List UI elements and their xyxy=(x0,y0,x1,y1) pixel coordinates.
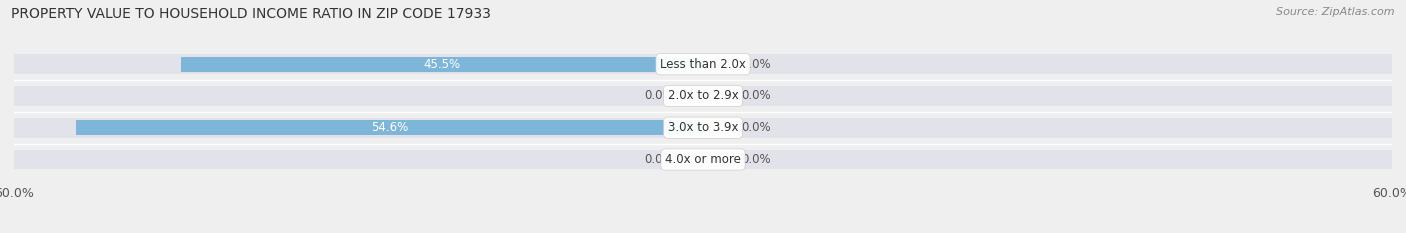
Bar xyxy=(14,86,1392,106)
Text: 0.0%: 0.0% xyxy=(741,89,770,103)
Text: 0.0%: 0.0% xyxy=(741,58,770,71)
Text: 0.0%: 0.0% xyxy=(645,153,675,166)
Bar xyxy=(703,120,731,135)
Text: 0.0%: 0.0% xyxy=(741,121,770,134)
Text: Source: ZipAtlas.com: Source: ZipAtlas.com xyxy=(1277,7,1395,17)
Text: 2.0x to 2.9x: 2.0x to 2.9x xyxy=(668,89,738,103)
Bar xyxy=(14,150,1392,169)
Bar xyxy=(703,152,731,167)
Bar xyxy=(180,57,703,72)
Bar xyxy=(703,89,731,103)
Bar xyxy=(703,57,731,72)
Bar xyxy=(14,118,1392,137)
Bar xyxy=(681,152,703,167)
Text: 0.0%: 0.0% xyxy=(741,153,770,166)
Bar xyxy=(76,120,703,135)
Text: 0.0%: 0.0% xyxy=(645,89,675,103)
Text: 4.0x or more: 4.0x or more xyxy=(665,153,741,166)
Bar xyxy=(14,54,1392,74)
Text: PROPERTY VALUE TO HOUSEHOLD INCOME RATIO IN ZIP CODE 17933: PROPERTY VALUE TO HOUSEHOLD INCOME RATIO… xyxy=(11,7,491,21)
Text: Less than 2.0x: Less than 2.0x xyxy=(659,58,747,71)
Text: 54.6%: 54.6% xyxy=(371,121,408,134)
Text: 45.5%: 45.5% xyxy=(423,58,460,71)
Bar xyxy=(681,89,703,103)
Text: 3.0x to 3.9x: 3.0x to 3.9x xyxy=(668,121,738,134)
